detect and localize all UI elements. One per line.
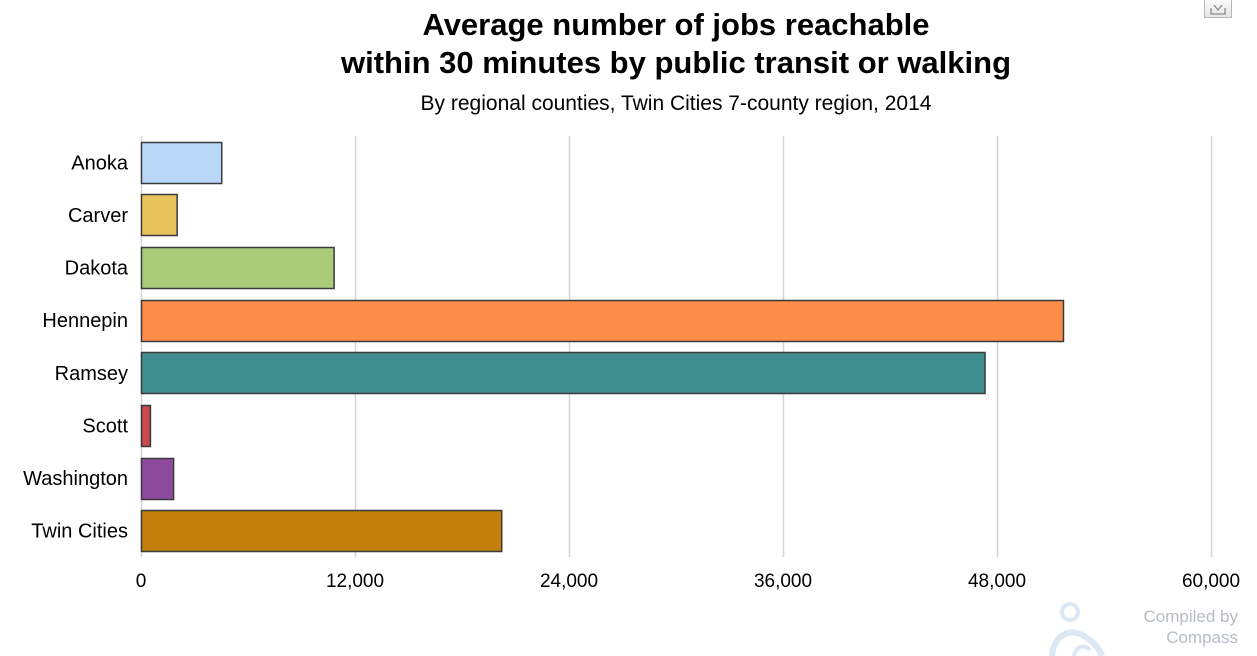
bar-carver[interactable] (140, 193, 178, 237)
download-icon (1210, 4, 1226, 15)
compass-logo-icon (1049, 602, 1105, 656)
x-tick-label: 48,000 (968, 571, 1026, 592)
chart-title-line-2: within 30 minutes by public transit or w… (340, 45, 1012, 80)
x-tick-label: 60,000 (1182, 571, 1240, 592)
x-tick-label: 24,000 (540, 571, 598, 592)
x-tick-label: 0 (136, 571, 147, 592)
download-button[interactable] (1204, 0, 1232, 18)
category-label: Scott (82, 415, 128, 437)
bar-hennepin[interactable] (140, 299, 1065, 343)
bar-dakota[interactable] (140, 246, 335, 290)
chart-subtitle: By regional counties, Twin Cities 7-coun… (420, 92, 932, 115)
category-label: Dakota (65, 258, 129, 280)
category-label: Washington (23, 468, 128, 490)
chart-title: Average number of jobs reachable within … (0, 6, 1257, 82)
bar-ramsey[interactable] (140, 351, 986, 395)
x-axis-tick-labels: 0 12,000 24,000 36,000 48,000 60,000 (136, 571, 1240, 592)
bars (140, 141, 1065, 553)
bar-anoka[interactable] (140, 141, 223, 185)
bar-washington[interactable] (140, 457, 175, 501)
bar-scott[interactable] (140, 404, 152, 448)
category-label: Carver (68, 205, 128, 227)
category-labels: Anoka Carver Dakota Hennepin Ramsey Scott Wash… (23, 152, 129, 542)
x-tick-label: 36,000 (754, 571, 812, 592)
x-tick-label: 12,000 (326, 571, 384, 592)
credit-text-line-2: Compass (1166, 628, 1238, 647)
grid-lines (140, 136, 1213, 557)
category-label: Twin Cities (31, 521, 128, 543)
category-label: Ramsey (55, 363, 128, 385)
credit-link[interactable]: Compiled by Compass (1040, 598, 1240, 656)
bar-twin-cities[interactable] (140, 509, 503, 553)
credit-text-line-1: Compiled by (1143, 607, 1239, 626)
category-label: Anoka (71, 152, 129, 174)
category-label: Hennepin (42, 310, 128, 332)
credit-text: Compiled by Compass (1078, 606, 1239, 648)
chart-title-line-1: Average number of jobs reachable (422, 7, 930, 42)
